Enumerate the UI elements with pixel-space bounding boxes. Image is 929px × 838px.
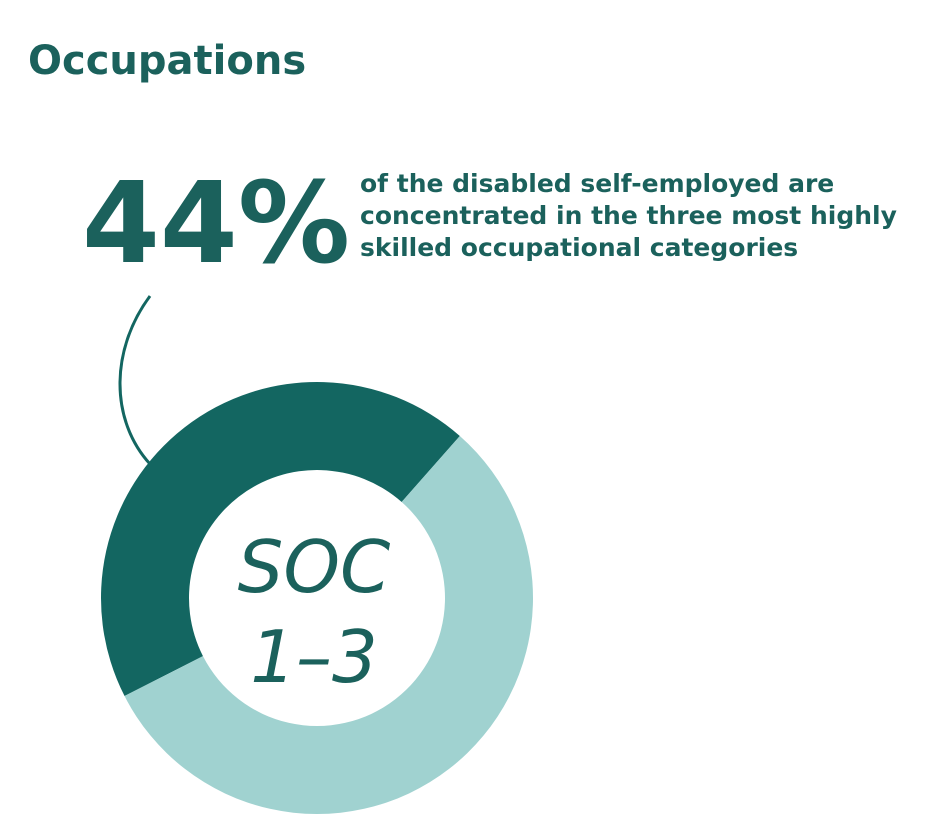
chart-title: Occupations bbox=[28, 38, 306, 84]
center-label: 1–3 bbox=[250, 615, 378, 699]
value-label: 44% bbox=[82, 159, 350, 289]
description-line: concentrated in the three most highly bbox=[360, 201, 897, 230]
donut bbox=[100, 382, 533, 815]
donut-segment bbox=[124, 435, 533, 815]
description-line: of the disabled self-employed are bbox=[360, 169, 834, 198]
connector bbox=[118, 295, 152, 466]
description-line: skilled occupational categories bbox=[360, 233, 798, 262]
center-label: SOC bbox=[238, 525, 391, 609]
donut-segment bbox=[100, 382, 460, 697]
